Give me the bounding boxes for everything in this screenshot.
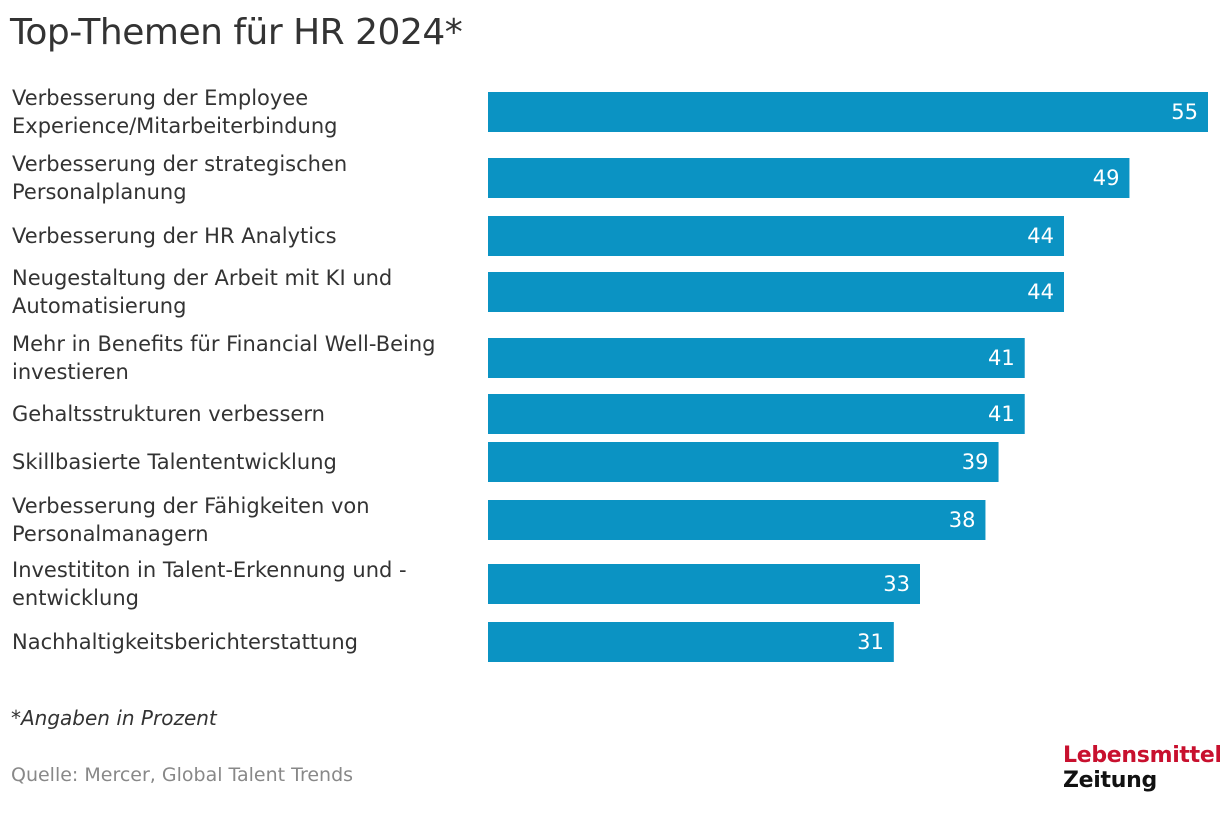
- category-label-9: Investititon in Talent-Erkennung und - en…: [12, 558, 407, 610]
- bar-chart: 55 Verbesserung der Employee Experience/Mi…: [12, 86, 1208, 662]
- category-label-line: Personalmanagern: [12, 522, 209, 546]
- bar-8: [488, 500, 986, 540]
- bar-value-label-10: 31: [857, 630, 884, 654]
- category-label-7: Skillbasierte Talententwicklung: [12, 450, 337, 474]
- category-label-line: Automatisierung: [12, 294, 186, 318]
- category-label-line: Investititon in Talent-Erkennung und -: [12, 558, 407, 582]
- category-label-line: Personalplanung: [12, 180, 187, 204]
- category-label-line: investieren: [12, 360, 129, 384]
- bar-value-label-6: 41: [988, 402, 1015, 426]
- bar-value-label-5: 41: [988, 346, 1015, 370]
- chart-title: Top-Themen für HR 2024*: [10, 12, 463, 53]
- category-label-line: Verbesserung der strategischen: [12, 152, 347, 176]
- bar-3: [488, 216, 1064, 256]
- category-label-line: entwicklung: [12, 586, 139, 610]
- category-label-line: Gehaltsstrukturen verbessern: [12, 402, 325, 426]
- publisher-logo: Lebensmittel Zeitung: [1063, 745, 1220, 792]
- bar-10: [488, 622, 894, 662]
- category-label-6: Gehaltsstrukturen verbessern: [12, 402, 325, 426]
- category-label-1: Verbesserung der Employee Experience/Mita…: [12, 86, 338, 138]
- bar-9: [488, 564, 920, 604]
- bar-value-label-4: 44: [1027, 280, 1054, 304]
- bar-6: [488, 394, 1025, 434]
- bar-7: [488, 442, 999, 482]
- category-label-line: Mehr in Benefits für Financial Well-Bein…: [12, 332, 436, 356]
- category-label-10: Nachhaltigkeitsberichterstattung: [12, 630, 358, 654]
- category-label-line: Experience/Mitarbeiterbindung: [12, 114, 338, 138]
- category-label-line: Verbesserung der HR Analytics: [12, 224, 337, 248]
- bar-value-label-1: 55: [1171, 100, 1198, 124]
- bar-2: [488, 158, 1130, 198]
- category-label-3: Verbesserung der HR Analytics: [12, 224, 337, 248]
- footnote: *Angaben in Prozent: [11, 706, 217, 730]
- category-label-line: Neugestaltung der Arbeit mit KI und: [12, 266, 392, 290]
- source-note: Quelle: Mercer, Global Talent Trends: [11, 764, 354, 786]
- category-label-5: Mehr in Benefits für Financial Well-Bein…: [12, 332, 436, 384]
- logo-text-lebensmittel: Lebensmittel: [1063, 743, 1220, 768]
- logo-text-zeitung: Zeitung: [1063, 768, 1157, 793]
- bar-value-label-3: 44: [1027, 224, 1054, 248]
- bar-value-label-9: 33: [883, 572, 910, 596]
- category-label-line: Verbesserung der Fähigkeiten von: [12, 494, 370, 518]
- category-label-8: Verbesserung der Fähigkeiten von Personal…: [12, 494, 370, 546]
- bar-value-label-7: 39: [962, 450, 989, 474]
- category-label-line: Skillbasierte Talententwicklung: [12, 450, 337, 474]
- bar-value-label-8: 38: [949, 508, 976, 532]
- bar-5: [488, 338, 1025, 378]
- bar-4: [488, 272, 1064, 312]
- bar-value-label-2: 49: [1093, 166, 1120, 190]
- category-label-4: Neugestaltung der Arbeit mit KI und Autom…: [12, 266, 392, 318]
- category-label-line: Nachhaltigkeitsberichterstattung: [12, 630, 358, 654]
- category-label-line: Verbesserung der Employee: [12, 86, 308, 110]
- category-label-2: Verbesserung der strategischen Personalpl…: [12, 152, 347, 204]
- bar-1: [488, 92, 1208, 132]
